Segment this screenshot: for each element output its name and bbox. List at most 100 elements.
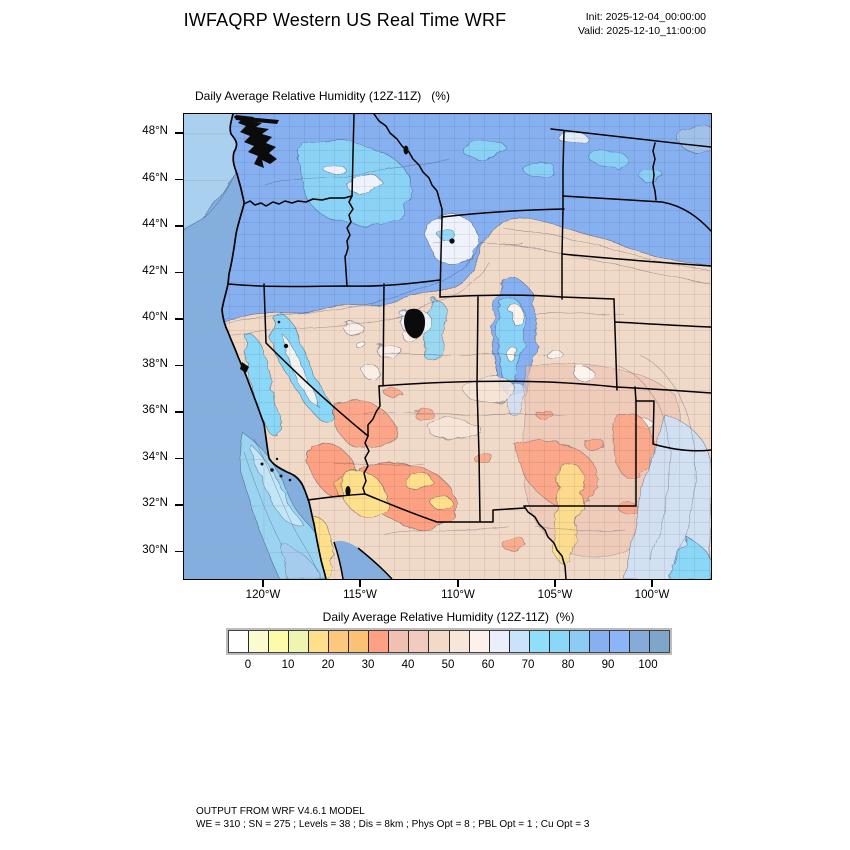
footer-line2: WE = 310 ; SN = 275 ; Levels = 38 ; Dis … bbox=[196, 819, 590, 830]
colorbar-tick-label: 70 bbox=[521, 659, 535, 671]
lon-tick-label: 105°W bbox=[537, 589, 573, 601]
lat-tick bbox=[175, 364, 183, 367]
border-ca-nv bbox=[263, 283, 369, 437]
page-title: IWFAQRP Western US Real Time WRF bbox=[183, 10, 507, 30]
border-41n bbox=[439, 294, 615, 300]
colorbar-cell bbox=[309, 631, 330, 652]
valid-time: Valid: 2025-12-10_11:00:00 bbox=[577, 24, 706, 37]
gulf-of-california bbox=[333, 540, 393, 579]
border-nd-sd bbox=[562, 195, 711, 232]
footer-line1: OUTPUT FROM WRF V4.6.1 MODEL bbox=[196, 806, 365, 817]
lat-tick bbox=[175, 504, 183, 506]
state-borders bbox=[227, 114, 711, 579]
colorbar-cell bbox=[289, 631, 310, 652]
border-42n bbox=[227, 279, 441, 288]
colorbar-cell bbox=[349, 631, 370, 652]
lon-tick-label: 110°W bbox=[441, 589, 475, 601]
colorbar-cell bbox=[229, 631, 250, 652]
lat-tick-label: 30°N bbox=[142, 543, 168, 556]
colorbar-cell bbox=[629, 631, 650, 652]
pyramid-lake bbox=[277, 320, 281, 324]
colorbar-tick-label: 10 bbox=[281, 659, 295, 671]
lat-tick-label: 46°N bbox=[142, 171, 168, 184]
colorbar-cell bbox=[449, 631, 470, 652]
lon-tick bbox=[651, 579, 653, 587]
lat-tick-label: 38°N bbox=[142, 357, 168, 370]
lat-tick-label: 36°N bbox=[142, 404, 168, 416]
lat-tick bbox=[175, 271, 183, 274]
colorbar-cell bbox=[409, 631, 430, 652]
great-salt-lake bbox=[404, 308, 426, 339]
lat-tick-label: 34°N bbox=[142, 450, 168, 463]
lat-tick bbox=[175, 132, 183, 134]
humidity-field bbox=[222, 114, 711, 579]
sonora-coastline bbox=[357, 547, 393, 579]
lon-tick bbox=[262, 579, 264, 587]
channel-island bbox=[260, 462, 264, 466]
salton-sea bbox=[345, 486, 351, 496]
border-ne-ks bbox=[614, 321, 711, 328]
colorbar-tick-label: 60 bbox=[481, 659, 495, 671]
ocean-contour bbox=[243, 451, 283, 547]
humidity-map-svg bbox=[184, 114, 711, 579]
border-nv-ut bbox=[382, 283, 385, 387]
colorbar-tick-label: 0 bbox=[244, 659, 252, 671]
socal-coastal-cyan-core bbox=[249, 443, 305, 527]
border-111w bbox=[439, 218, 443, 298]
lon-tick bbox=[457, 579, 459, 587]
border-ca-az bbox=[362, 435, 370, 495]
border-co-ks bbox=[613, 298, 618, 391]
lat-tick bbox=[175, 225, 183, 227]
colorbar-cell bbox=[269, 631, 290, 652]
border-ca-mexico bbox=[307, 493, 366, 501]
border-wa-or bbox=[243, 195, 353, 207]
colorbar-title: Daily Average Relative Humidity (12Z-11Z… bbox=[322, 610, 575, 624]
colorbar-cell bbox=[549, 631, 570, 652]
colorbar-cell bbox=[329, 631, 350, 652]
border-mt-wy bbox=[441, 208, 565, 218]
plot-title: Daily Average Relative Humidity (12Z-11Z… bbox=[195, 89, 450, 103]
colorbar-cell bbox=[569, 631, 590, 652]
colorbar-cell bbox=[489, 631, 510, 652]
border-109w bbox=[476, 296, 481, 523]
lake-tahoe bbox=[283, 343, 289, 349]
init-time: Init: 2025-12-04_00:00:00 bbox=[585, 11, 706, 23]
lat-tick bbox=[175, 178, 183, 181]
lat-tick-label: 48°N bbox=[142, 125, 168, 137]
footer-model-info: OUTPUT FROM WRF V4.6.1 MODEL WE = 310 ; … bbox=[196, 805, 589, 831]
border-wa-id bbox=[351, 114, 355, 197]
colorbar-tick-label: 50 bbox=[441, 659, 455, 671]
lon-tick bbox=[554, 579, 556, 587]
colorbar-cell bbox=[469, 631, 490, 652]
colorbar bbox=[228, 630, 670, 653]
san-francisco-bay bbox=[240, 362, 249, 373]
lat-tick-label: 44°N bbox=[142, 218, 168, 230]
colorbar-tick-label: 30 bbox=[361, 659, 375, 671]
flathead-lake bbox=[403, 145, 409, 155]
colorbar-cell bbox=[609, 631, 630, 652]
lon-tick-label: 100°W bbox=[634, 589, 670, 601]
border-nv-az bbox=[367, 385, 381, 437]
colorbar-tick-label: 90 bbox=[601, 659, 615, 671]
lon-tick-label: 115°W bbox=[343, 589, 377, 601]
lakes-and-bays bbox=[234, 115, 455, 496]
border-tx-nm bbox=[523, 386, 637, 507]
lat-tick-label: 40°N bbox=[142, 311, 168, 323]
lon-tick-label: 120°W bbox=[245, 589, 281, 601]
colorbar-cell bbox=[509, 631, 530, 652]
lat-tick bbox=[175, 318, 183, 320]
border-or-id bbox=[344, 195, 354, 287]
ocean-contour bbox=[253, 438, 319, 573]
lat-tick bbox=[175, 550, 183, 553]
channel-island bbox=[275, 457, 279, 461]
yellowstone-lake bbox=[449, 238, 455, 244]
colorbar-cell bbox=[249, 631, 270, 652]
colorbar-cell bbox=[389, 631, 410, 652]
lat-tick-label: 32°N bbox=[142, 497, 168, 509]
border-37n bbox=[378, 380, 711, 394]
colorbar-cell bbox=[529, 631, 550, 652]
colorbar-cell bbox=[649, 631, 670, 652]
border-nd-mn bbox=[652, 142, 657, 201]
border-sd-ne bbox=[561, 253, 711, 267]
